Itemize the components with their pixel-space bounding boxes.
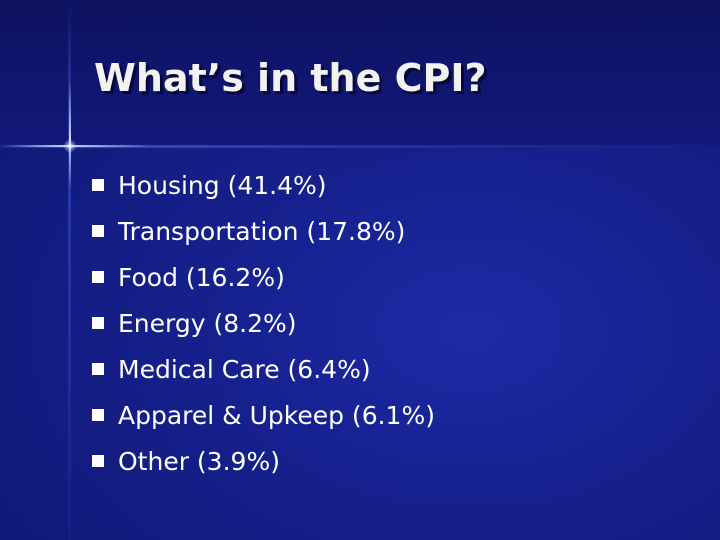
list-item-transportation: Transportation (17.8%) bbox=[90, 208, 435, 254]
title-band bbox=[0, 0, 720, 148]
sparkle-icon bbox=[64, 140, 76, 152]
list-item-energy: Energy (8.2%) bbox=[90, 300, 435, 346]
list-item-label: Energy (8.2%) bbox=[118, 308, 297, 338]
list-item-apparel-upkeep: Apparel & Upkeep (6.1%) bbox=[90, 392, 435, 438]
bullet-list: Housing (41.4%) Transportation (17.8%) F… bbox=[90, 162, 435, 484]
horizontal-accent-line bbox=[0, 145, 720, 148]
square-bullet-icon bbox=[92, 179, 104, 191]
list-item-food: Food (16.2%) bbox=[90, 254, 435, 300]
list-item-label: Medical Care (6.4%) bbox=[118, 354, 371, 384]
list-item-label: Food (16.2%) bbox=[118, 262, 285, 292]
square-bullet-icon bbox=[92, 271, 104, 283]
list-item-housing: Housing (41.4%) bbox=[90, 162, 435, 208]
square-bullet-icon bbox=[92, 363, 104, 375]
square-bullet-icon bbox=[92, 225, 104, 237]
list-item-label: Other (3.9%) bbox=[118, 446, 280, 476]
list-item-label: Apparel & Upkeep (6.1%) bbox=[118, 400, 435, 430]
square-bullet-icon bbox=[92, 409, 104, 421]
vertical-accent-line bbox=[68, 0, 71, 540]
list-item-label: Housing (41.4%) bbox=[118, 170, 327, 200]
slide-title: What’s in the CPI? bbox=[94, 56, 487, 100]
list-item-medical-care: Medical Care (6.4%) bbox=[90, 346, 435, 392]
list-item-label: Transportation (17.8%) bbox=[118, 216, 406, 246]
square-bullet-icon bbox=[92, 317, 104, 329]
sparkle-vertical bbox=[69, 80, 71, 190]
square-bullet-icon bbox=[92, 455, 104, 467]
list-item-other: Other (3.9%) bbox=[90, 438, 435, 484]
